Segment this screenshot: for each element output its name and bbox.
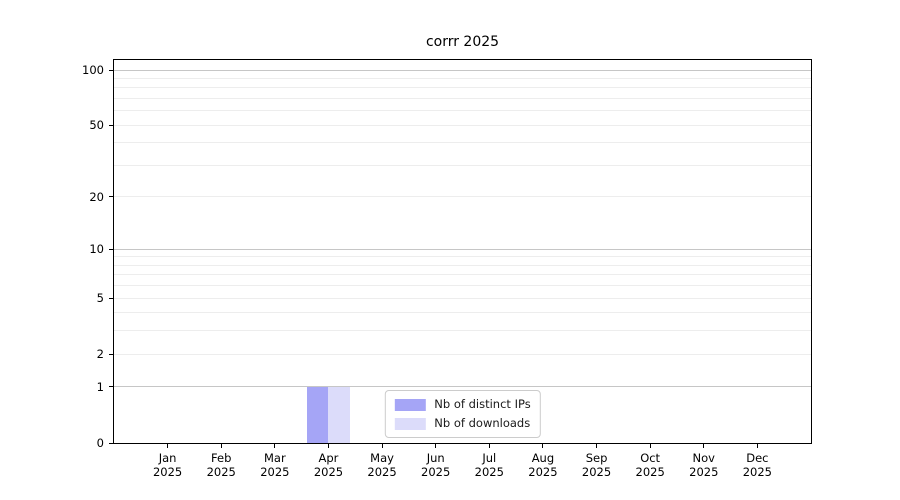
x-tick-month: Dec	[746, 451, 769, 465]
x-tick-label: Jul 2025	[474, 451, 504, 479]
x-tick-year: 2025	[313, 464, 344, 479]
x-axis-tick	[327, 444, 329, 448]
x-tick-year: 2025	[152, 464, 183, 479]
gridline-minor	[114, 330, 811, 332]
gridline-minor	[114, 110, 811, 112]
y-axis-tick	[109, 353, 113, 355]
x-tick-year: 2025	[474, 464, 504, 479]
y-axis-tick	[109, 69, 113, 71]
x-tick-year: 2025	[367, 464, 397, 479]
legend-label-downloads: Nb of downloads	[434, 416, 531, 430]
chart-title: corrr 2025	[425, 34, 500, 50]
x-tick-year: 2025	[742, 464, 773, 479]
x-axis-tick	[220, 444, 222, 448]
x-tick-label: Aug 2025	[528, 451, 558, 479]
x-tick-label: Apr 2025	[313, 451, 344, 479]
x-axis-tick	[596, 444, 598, 448]
x-tick-label: Feb 2025	[206, 451, 236, 479]
y-axis-tick	[109, 297, 113, 299]
y-axis-tick	[109, 196, 113, 198]
x-tick-label: Oct 2025	[635, 451, 665, 479]
y-tick-label: 20	[89, 189, 104, 204]
legend-label-distinct-ips: Nb of distinct IPs	[434, 397, 531, 411]
y-axis-tick	[109, 386, 113, 388]
y-tick-label: 100	[82, 63, 104, 77]
gridline-minor	[114, 164, 811, 166]
x-tick-month: May	[370, 451, 394, 465]
x-axis-tick	[274, 444, 276, 448]
x-tick-month: Apr	[318, 451, 339, 465]
legend: Nb of distinct IPs Nb of downloads	[384, 390, 541, 438]
gridline-minor	[114, 256, 811, 258]
x-tick-month: Mar	[263, 451, 286, 465]
legend-swatch-distinct-ips	[394, 398, 426, 411]
x-axis-tick	[756, 444, 758, 448]
y-axis-tick	[109, 124, 113, 126]
legend-item-downloads: Nb of downloads	[394, 415, 530, 432]
x-axis-tick	[488, 444, 490, 448]
x-tick-year: 2025	[528, 464, 558, 479]
plot-area: Nb of distinct IPs Nb of downloads 0 1 2 5 1…	[82, 59, 812, 478]
x-tick-year: 2025	[421, 464, 451, 479]
gridline-major	[114, 386, 811, 388]
gridline-minor	[114, 274, 811, 276]
x-axis-tick	[167, 444, 169, 448]
gridline-minor	[114, 312, 811, 314]
x-tick-label: Dec 2025	[742, 451, 773, 479]
y-axis-tick	[109, 442, 113, 444]
x-tick-year: 2025	[581, 464, 612, 479]
x-tick-label: Nov 2025	[689, 451, 719, 479]
bar-distinct-ips	[306, 386, 329, 443]
x-tick-label: Sep 2025	[581, 451, 612, 479]
x-tick-month: Aug	[531, 451, 555, 465]
y-tick-label: 50	[89, 118, 104, 133]
x-axis-tick	[703, 444, 705, 448]
gridline-minor	[114, 297, 811, 299]
y-tick-label: 2	[96, 347, 104, 362]
x-tick-month: Feb	[211, 451, 232, 465]
x-tick-year: 2025	[689, 464, 719, 479]
gridline-minor	[114, 124, 811, 126]
gridline-major	[114, 69, 811, 71]
gridline-minor	[114, 142, 811, 144]
legend-swatch-downloads	[394, 417, 426, 430]
x-tick-month: Oct	[640, 451, 661, 465]
x-tick-month: Nov	[692, 451, 715, 465]
x-tick-month: Jun	[426, 451, 445, 465]
x-tick-year: 2025	[635, 464, 665, 479]
y-tick-label: 1	[96, 379, 104, 394]
x-tick-month: Jan	[158, 451, 177, 465]
x-axis-tick	[381, 444, 383, 448]
x-tick-year: 2025	[206, 464, 236, 479]
x-tick-label: Mar 2025	[260, 451, 290, 479]
x-axis-tick	[435, 444, 437, 448]
x-tick-label: Jun 2025	[421, 451, 451, 479]
gridline-minor	[114, 87, 811, 89]
bar-downloads	[328, 386, 350, 443]
gridline-minor	[114, 264, 811, 266]
gridline-major	[114, 248, 811, 250]
gridline-minor	[114, 285, 811, 287]
x-tick-month: Sep	[585, 451, 608, 465]
gridline-minor	[114, 97, 811, 99]
x-tick-year: 2025	[260, 464, 290, 479]
x-tick-label: Jan 2025	[152, 451, 183, 479]
x-axis-tick	[542, 444, 544, 448]
gridline-minor	[114, 353, 811, 355]
x-tick-month: Jul	[482, 451, 497, 465]
gridline-minor	[114, 77, 811, 79]
y-axis-tick	[109, 248, 113, 250]
x-tick-label: May 2025	[367, 451, 397, 479]
y-tick-label: 5	[96, 291, 104, 306]
x-axis-tick	[649, 444, 651, 448]
gridline-minor	[114, 196, 811, 198]
legend-item-distinct-ips: Nb of distinct IPs	[394, 396, 531, 413]
y-tick-label: 10	[89, 242, 104, 257]
y-tick-label: 0	[96, 436, 104, 450]
